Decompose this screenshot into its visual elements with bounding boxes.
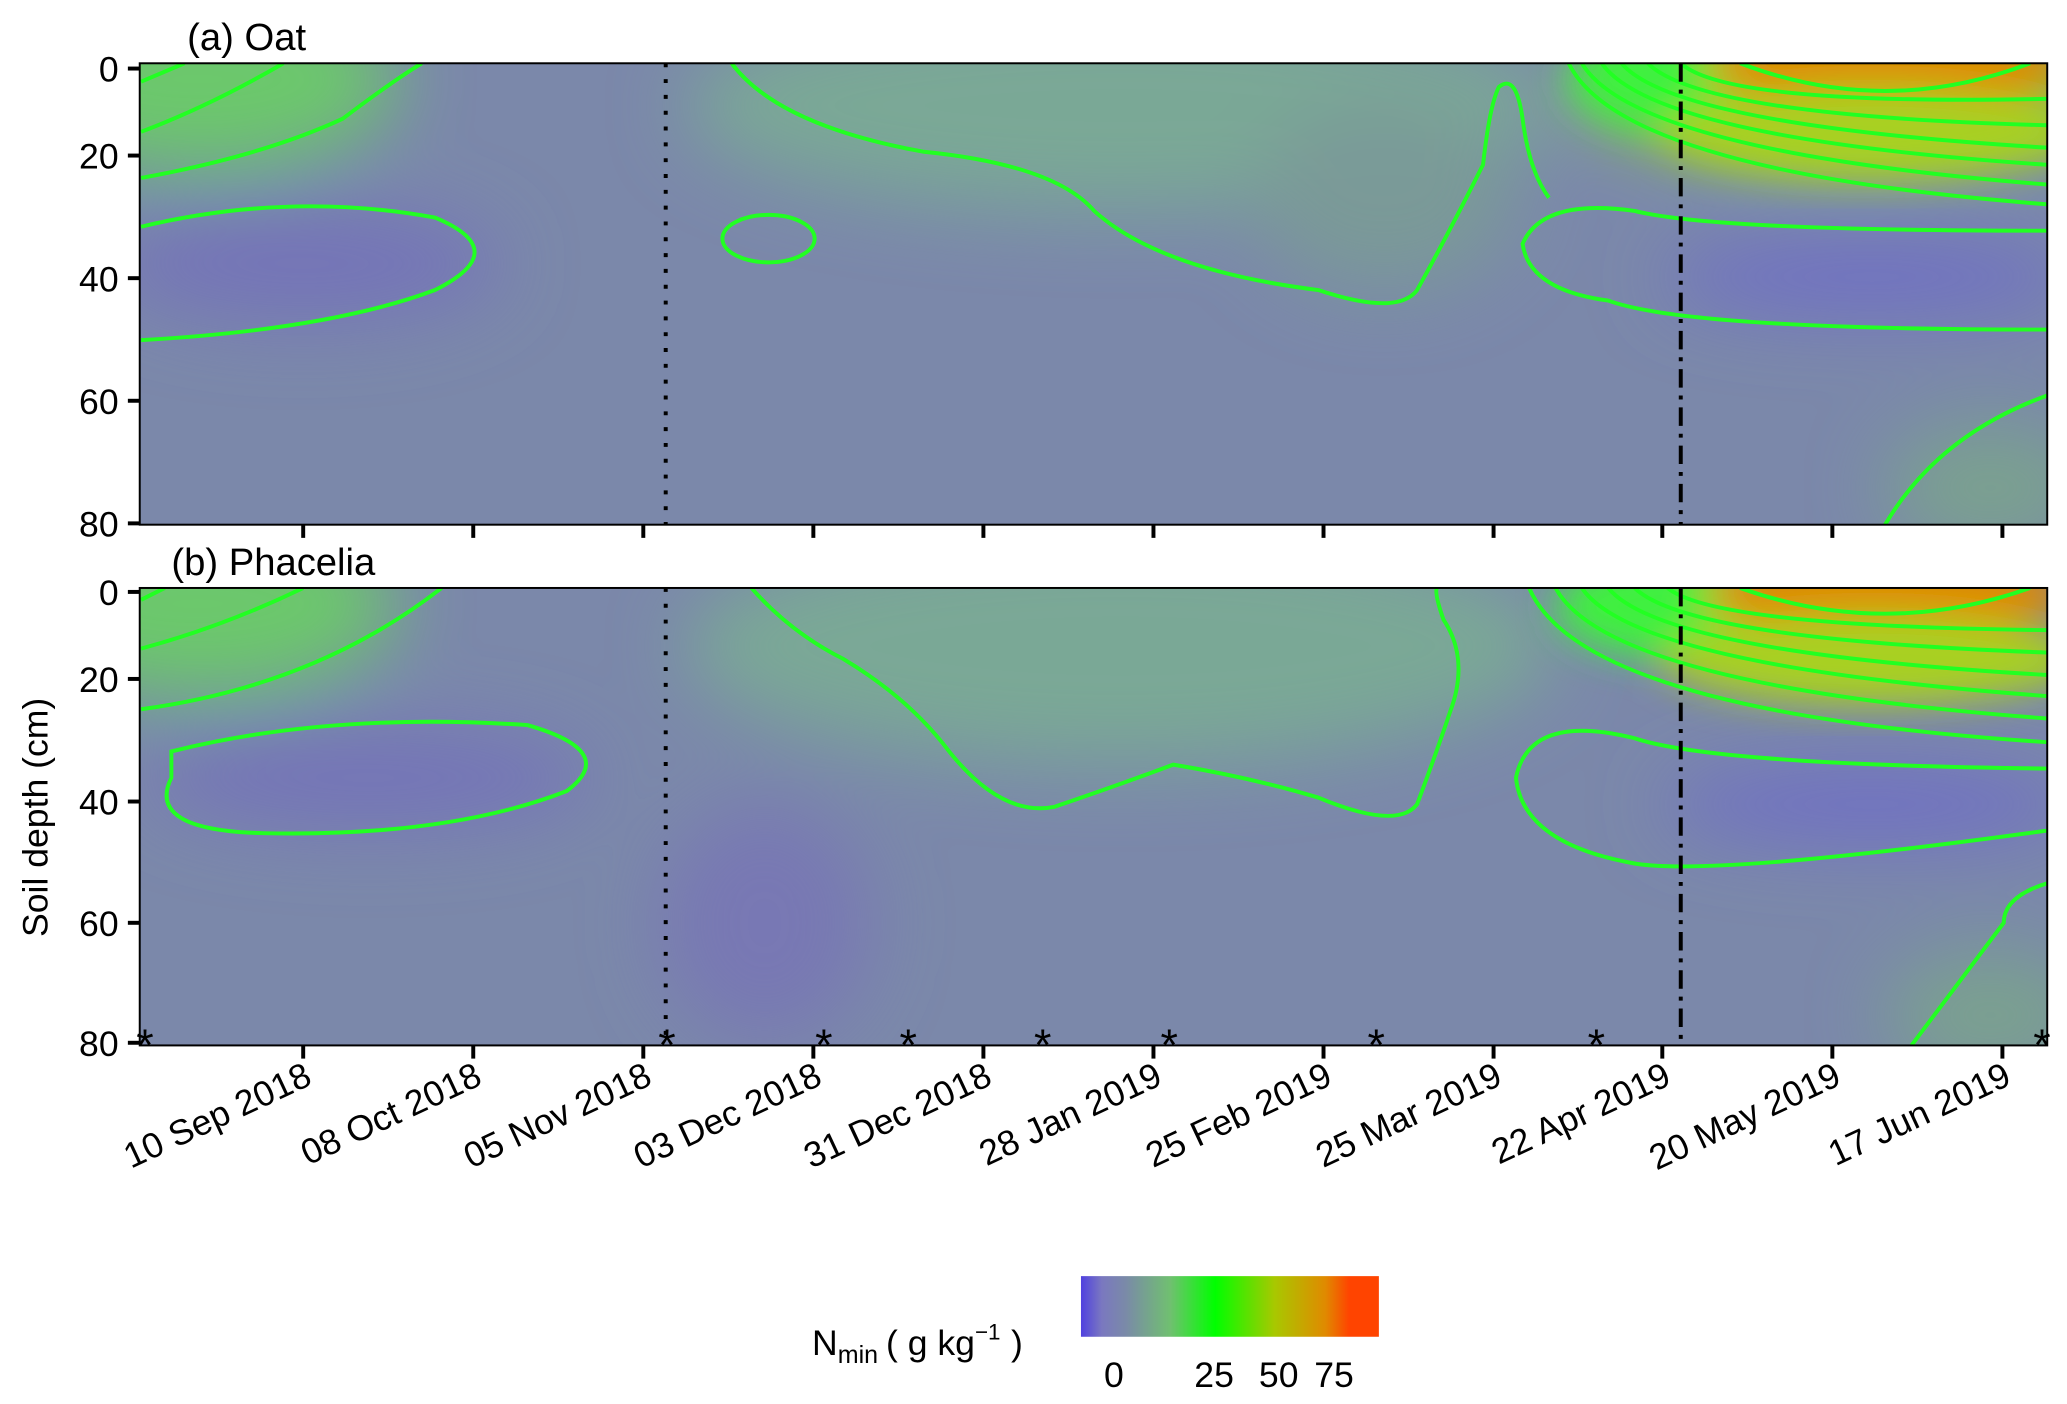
y-axis-oat: 0 20 40 60 80	[79, 50, 140, 545]
colorbar-label: Nmin( g kg−1)	[812, 1319, 1023, 1369]
y-axis-phacelia: 0 20 40 60 80 Soil depth (cm)	[15, 573, 140, 1064]
y-axis-label: Soil depth (cm)	[15, 698, 55, 937]
sampling-marker: *	[136, 1020, 153, 1070]
sampling-marker: *	[658, 1020, 675, 1070]
y-tick: 80	[79, 1024, 119, 1064]
y-tick: 20	[79, 137, 119, 177]
sampling-marker: *	[1368, 1020, 1385, 1070]
colorbar-gradient	[1080, 1276, 1379, 1337]
x-tick: 25 Feb 2019	[1139, 1055, 1337, 1176]
y-tick: 0	[99, 50, 119, 90]
x-tick: 03 Dec 2018	[628, 1055, 828, 1177]
sampling-marker: *	[2033, 1020, 2050, 1070]
sampling-marker: *	[815, 1020, 832, 1070]
sampling-markers: * * * * * * * * *	[136, 1020, 2050, 1070]
colorbar-tick: 0	[1104, 1355, 1124, 1395]
x-ticks-phacelia	[301, 1045, 2005, 1059]
heatmap-phacelia	[139, 587, 2048, 1046]
x-tick: 25 Mar 2019	[1310, 1055, 1508, 1176]
panel-title: (a) Oat	[187, 16, 306, 59]
heatmap-oat	[139, 63, 2048, 525]
x-tick: 20 May 2019	[1643, 1055, 1846, 1178]
y-tick: 20	[79, 660, 119, 700]
panel-title: (b) Phacelia	[171, 541, 376, 584]
colorbar-tick: 50	[1259, 1355, 1299, 1395]
y-tick: 40	[79, 783, 119, 823]
x-tick: 31 Dec 2018	[798, 1055, 998, 1177]
y-tick: 60	[79, 904, 119, 944]
colorbar-tick: 25	[1194, 1355, 1234, 1395]
x-ticks-oat	[301, 524, 2005, 538]
y-tick: 60	[79, 382, 119, 422]
contours-oat	[140, 63, 2048, 525]
sampling-marker: *	[900, 1020, 917, 1070]
panel-oat: (a) Oat	[79, 16, 2049, 545]
x-tick: 05 Nov 2018	[457, 1055, 657, 1177]
y-tick: 0	[99, 573, 119, 613]
colorbar: Nmin( g kg−1) 0 25 50 75	[812, 1276, 1379, 1395]
x-tick-labels: 10 Sep 2018 08 Oct 2018 05 Nov 2018 03 D…	[117, 1055, 2016, 1178]
x-tick: 17 Jun 2019	[1822, 1055, 2016, 1174]
contours-phacelia	[140, 587, 2048, 1046]
sampling-marker: *	[1161, 1020, 1178, 1070]
x-tick: 08 Oct 2018	[295, 1055, 488, 1173]
axes-frame	[138, 62, 2049, 526]
panel-phacelia: (b) Phacelia	[15, 541, 2050, 1178]
axes-frame	[138, 586, 2049, 1047]
colorbar-tick: 75	[1314, 1355, 1354, 1395]
sampling-marker: *	[1034, 1020, 1051, 1070]
x-tick: 10 Sep 2018	[117, 1055, 317, 1177]
sampling-marker: *	[1588, 1020, 1605, 1070]
y-tick: 80	[79, 505, 119, 545]
x-tick: 28 Jan 2019	[973, 1055, 1167, 1174]
y-tick: 40	[79, 259, 119, 299]
